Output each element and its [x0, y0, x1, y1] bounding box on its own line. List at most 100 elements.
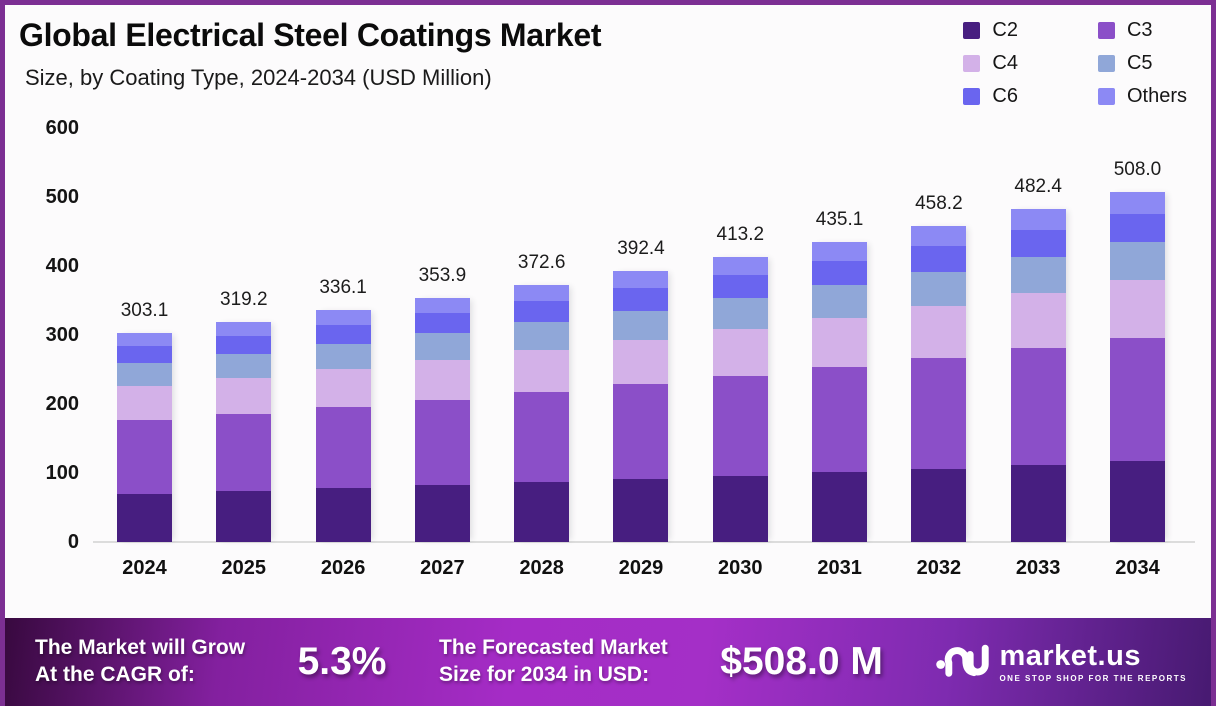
bar-segment-c2: [911, 468, 967, 542]
x-axis-labels: 2024 2025 2026 2027 2028 2029 2030 2031 2032 2033…: [117, 557, 1165, 580]
y-tick-label: 500: [45, 186, 79, 208]
legend-swatch-c2: [963, 22, 981, 39]
bar-total-label: 482.4: [1014, 176, 1062, 198]
bar-segment-c6: [911, 245, 967, 272]
bar-segment-c2: [514, 482, 570, 542]
legend-label-others: Others: [1126, 85, 1187, 107]
bar-segment-c6: [117, 346, 172, 364]
bar-segment-others: [315, 310, 371, 325]
bar-segment-c2: [117, 493, 172, 542]
legend: C2 C3 C4 C5 C6 Others: [963, 19, 1187, 108]
bar-group-2027: 353.9: [414, 265, 470, 542]
legend-swatch-others: [1097, 88, 1115, 105]
bar-total-label: 392.4: [617, 238, 665, 260]
bar-segment-others: [812, 241, 868, 261]
bar-stack: [1010, 209, 1066, 542]
bar-group-2029: 392.4: [613, 238, 669, 542]
bar-total-label: 319.2: [220, 288, 268, 310]
bar-segment-c3: [315, 407, 371, 489]
bar-segment-c6: [414, 313, 470, 334]
legend-item-c6: C6: [963, 85, 1018, 108]
bar-segment-c3: [1109, 338, 1165, 461]
x-axis-label: 2033: [1015, 557, 1061, 579]
page-title: Global Electrical Steel Coatings Market: [19, 17, 602, 53]
bar-segment-c3: [514, 392, 570, 483]
marketus-logo-icon: [936, 644, 990, 677]
forecast-label: The Forecasted Market Size for 2034 in U…: [439, 635, 668, 689]
bar-stack: [812, 241, 868, 542]
bar-segment-c5: [414, 333, 470, 360]
bar-segment-c3: [117, 420, 172, 494]
cagr-value: 5.3%: [297, 640, 387, 683]
bar-total-label: 303.1: [120, 299, 169, 321]
bar-group-2024: 303.1: [117, 300, 172, 542]
bar-segment-c6: [216, 335, 272, 354]
bar-stack: [613, 271, 669, 542]
bar-segment-c4: [514, 350, 570, 393]
bar-stack: [911, 225, 967, 542]
cagr-label-line2: At the CAGR of:: [35, 663, 195, 686]
forecast-label-line2: Size for 2034 in USD:: [439, 663, 650, 686]
bar-total-label: 413.2: [716, 223, 765, 245]
bar-segment-c5: [1109, 242, 1165, 281]
legend-swatch-c4: [963, 55, 981, 72]
bar-group-2028: 372.6: [514, 251, 570, 542]
bar-segment-c4: [911, 305, 967, 359]
bar-segment-c4: [613, 339, 669, 385]
footer-banner: The Market will Grow At the CAGR of: 5.3…: [5, 618, 1211, 706]
bar-segment-others: [1109, 191, 1165, 214]
legend-swatch-c3: [1097, 22, 1115, 39]
bar-stack: [414, 297, 470, 542]
bar-segment-others: [216, 321, 272, 336]
bar-segment-c2: [216, 490, 272, 542]
x-axis-label: 2025: [221, 557, 267, 579]
bar-segment-others: [911, 225, 967, 246]
bar-segment-c2: [1010, 464, 1066, 542]
bar-segment-c5: [216, 353, 272, 378]
legend-swatch-c5: [1097, 55, 1115, 72]
bar-stack: [315, 310, 371, 542]
bar-total-label: 372.6: [517, 251, 566, 273]
x-axis-label: 2034: [1115, 557, 1160, 579]
bar-total-label: 435.1: [815, 208, 864, 230]
legend-item-others: Others: [1097, 85, 1187, 108]
x-axis-label: 2026: [320, 557, 366, 579]
x-axis-label: 2031: [817, 557, 862, 579]
bar-segment-c5: [514, 322, 570, 350]
x-axis-label: 2030: [718, 557, 763, 579]
bar-segment-c6: [712, 274, 768, 299]
bar-segment-c5: [117, 363, 172, 386]
bar-total-label: 336.1: [319, 277, 367, 299]
bar-segment-c2: [1109, 460, 1165, 542]
bar-segment-c5: [315, 343, 371, 369]
legend-label-c3: C3: [1126, 19, 1153, 41]
bar-segment-c5: [1010, 257, 1066, 294]
bar-segment-c4: [216, 377, 272, 414]
bar-group-2031: 435.1: [812, 208, 868, 542]
brand-tagline: ONE STOP SHOP FOR THE REPORTS: [999, 673, 1187, 683]
bar-segment-c4: [414, 359, 470, 400]
bar-segment-c3: [712, 376, 768, 476]
bar-segment-others: [613, 271, 669, 289]
brand-logo[interactable]: market.us ONE STOP SHOP FOR THE REPORTS: [935, 639, 1187, 685]
bar-segment-c6: [514, 301, 570, 323]
bar-stack: [514, 284, 570, 542]
x-axis-label: 2029: [618, 557, 664, 579]
bar-segment-c5: [613, 310, 669, 340]
bar-segment-others: [1010, 209, 1066, 231]
bar-segment-c2: [414, 485, 470, 542]
forecast-value: $508.0 M: [720, 640, 883, 683]
brand-text: market.us ONE STOP SHOP FOR THE REPORTS: [999, 641, 1187, 683]
bar-segment-c3: [911, 358, 967, 469]
bar-segment-c6: [315, 324, 371, 344]
bar-segment-c6: [613, 288, 669, 311]
bar-segment-c4: [812, 317, 868, 368]
y-tick-label: 100: [45, 462, 79, 484]
legend-item-c3: C3: [1097, 19, 1187, 42]
bars-row: 303.1 319.2 336.1 353.9 372.6 392.4 413.2 435.1…: [117, 128, 1165, 542]
x-axis-label: 2032: [916, 557, 962, 579]
bar-segment-c5: [712, 298, 768, 330]
y-tick-label: 600: [45, 117, 79, 139]
bar-segment-others: [414, 297, 470, 314]
